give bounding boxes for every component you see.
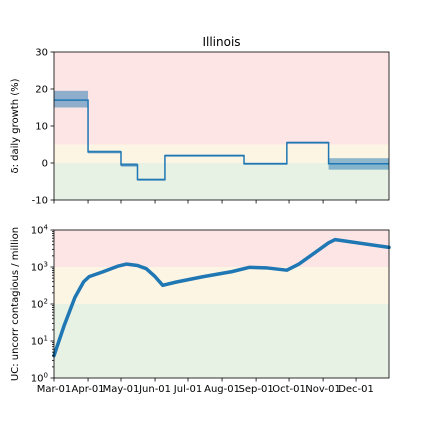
- growth-zones: [54, 52, 389, 200]
- contagious-xtick-label: Aug-01: [204, 384, 240, 395]
- growth-ytick-label: 30: [35, 48, 48, 59]
- growth-y-ticks: -10 0 10 20 30: [32, 48, 54, 207]
- growth-ytick-label: -10: [32, 196, 48, 207]
- contagious-ytick-label: 100: [31, 372, 48, 385]
- contagious-zone-2: [54, 304, 389, 378]
- contagious-ytick-label: 104: [31, 224, 49, 237]
- contagious-zones: [54, 230, 389, 378]
- growth-ytick-label: 0: [42, 159, 48, 170]
- growth-ylabel: δ: daily growth (%): [10, 78, 21, 173]
- growth-step-line: [54, 99, 389, 181]
- contagious-ytick-label: 101: [31, 335, 48, 348]
- growth-band: [54, 90, 89, 108]
- contagious-xtick-label: Sep-01: [239, 384, 274, 395]
- contagious-xtick-label: Jul-01: [173, 384, 202, 395]
- contagious-y-ticks: 100 101 102 103 104: [31, 224, 54, 385]
- contagious-xtick-label: May-01: [103, 384, 140, 395]
- growth-ytick-label: 20: [35, 85, 48, 96]
- growth-x-ticks: [53, 200, 357, 204]
- contagious-xtick-label: Oct-01: [272, 384, 306, 395]
- growth-ytick-label: 10: [35, 122, 48, 133]
- growth-title: Illinois: [202, 35, 240, 49]
- growth-zone-0: [54, 52, 389, 145]
- contagious-xtick-label: Jun-01: [138, 384, 171, 395]
- contagious-ylabel: UC: uncorr contagious / million: [10, 227, 21, 381]
- contagious-xtick-label: Mar-01: [37, 384, 72, 395]
- contagious-xtick-label: Nov-01: [305, 384, 341, 395]
- contagious-line: [52, 237, 391, 358]
- contagious-xtick-label: Dec-01: [338, 384, 374, 395]
- growth-panel: -10 0 10 20 30 Illinois δ: daily growth (%): [10, 35, 390, 207]
- contagious-ytick-label: 103: [31, 261, 48, 274]
- contagious-ytick-label: 102: [31, 298, 48, 311]
- contagious-zone-0: [54, 230, 389, 267]
- contagious-xtick-label: Apr-01: [72, 384, 105, 395]
- growth-zone-1: [54, 144, 389, 163]
